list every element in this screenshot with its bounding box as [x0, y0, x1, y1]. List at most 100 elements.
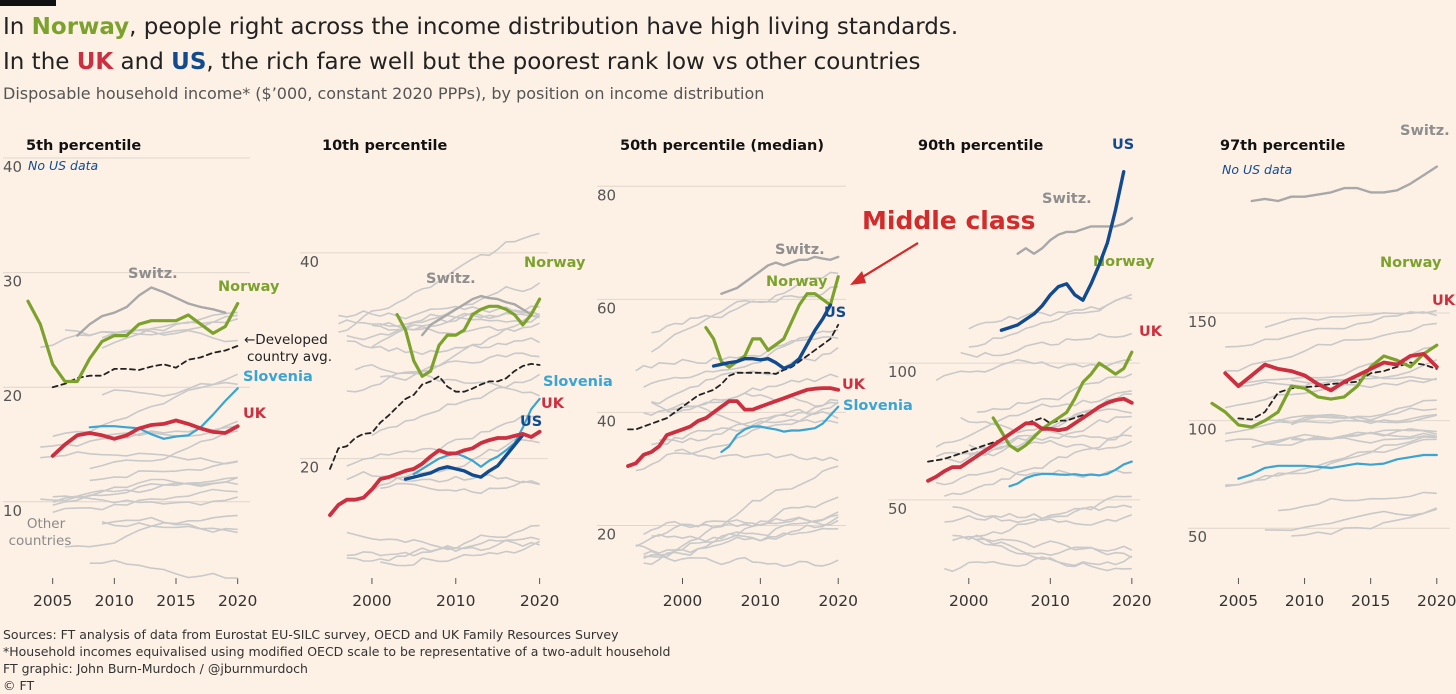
other-country-line: [380, 540, 540, 567]
x-tick-label: 2020: [520, 592, 559, 610]
other-country-line: [1278, 491, 1437, 512]
other-country-line: [338, 305, 540, 320]
subtitle: Disposable household income* ($’000, con…: [3, 84, 765, 103]
other-country-line: [338, 313, 540, 327]
other-country-line: [643, 329, 839, 388]
other-country-line: [1264, 311, 1438, 329]
x-tick-label: 2010: [436, 592, 475, 610]
other-country-line: [1264, 413, 1437, 425]
other-country-line: [101, 516, 238, 534]
series-line-norway: [395, 297, 542, 378]
series-line-us: [403, 433, 525, 481]
other-country-line: [89, 460, 238, 482]
series-line-uk: [926, 396, 1134, 483]
panel-note: No US data: [28, 158, 98, 173]
other-country-line: [1225, 438, 1437, 488]
other-country-line: [1225, 322, 1437, 372]
headline-text: , people right across the income distrib…: [129, 14, 959, 40]
x-tick-label: 2010: [1031, 592, 1070, 610]
other-country-line: [643, 550, 839, 568]
series-line-avg: [627, 323, 840, 431]
x-tick-label: 2020: [818, 592, 857, 610]
series-line-uk: [1223, 352, 1439, 393]
x-tick-label: 2000: [949, 592, 988, 610]
series-label-us: US: [520, 414, 542, 430]
other-country-line: [952, 504, 1132, 520]
other-country-line: [52, 488, 238, 514]
other-country-line: [380, 480, 540, 495]
other-country-line: [952, 535, 1132, 572]
other-country-line: [1225, 377, 1438, 409]
other-country-line: [674, 448, 839, 462]
panel-note: No US data: [1222, 162, 1292, 177]
ft-brand-bar: [0, 0, 56, 6]
other-country-line: [101, 314, 238, 349]
series-label-avg: ←Developed country avg.: [244, 332, 332, 365]
x-tick-label: 2020: [218, 592, 257, 610]
other-country-line: [643, 465, 839, 559]
other-country-line: [1225, 431, 1437, 444]
x-tick-label: 2010: [741, 592, 780, 610]
other-country-line: [89, 430, 238, 470]
other-country-line: [380, 352, 540, 382]
other-country-line: [346, 539, 540, 562]
other-country-line: [952, 534, 1133, 552]
series-label-uk: UK: [1432, 293, 1456, 309]
x-tick-label: 2015: [1351, 592, 1390, 610]
chart-panel: 20 40 60 80 50th percentile (median) 2000 2010…: [597, 138, 913, 610]
panel-title: 90th percentile: [918, 138, 1043, 154]
y-tick-label: 100: [888, 363, 917, 381]
series-line-avg: [1237, 361, 1438, 421]
panel-title: 50th percentile (median): [620, 138, 824, 154]
series-label-switz: Switz.: [426, 271, 476, 287]
series-line-slovenia: [88, 387, 239, 440]
other-country-line: [346, 470, 540, 485]
other-country-line: [52, 476, 238, 506]
other-country-line: [635, 401, 839, 472]
series-label-switz: Switz.: [128, 266, 178, 282]
other-country-line: [1225, 436, 1437, 486]
y-tick-label: 20: [300, 459, 319, 477]
series-line-switz: [421, 294, 533, 337]
y-tick-label: 60: [597, 299, 616, 317]
series-line-uk: [50, 418, 240, 458]
series-label-slovenia: Slovenia: [843, 398, 913, 414]
series-label-norway: Norway: [1380, 255, 1442, 271]
other-country-line: [346, 414, 540, 467]
y-tick-label: 40: [3, 158, 22, 176]
series-label-us: US: [824, 305, 846, 321]
other-country-line: [40, 451, 238, 465]
other-country-line: [338, 232, 540, 333]
other-country-line: [1277, 414, 1437, 424]
other-country-line: [968, 293, 1133, 330]
other-country-line: [101, 520, 238, 533]
other-country-line: [1291, 407, 1437, 426]
series-line-switz: [720, 255, 840, 295]
series-line-switz: [76, 286, 227, 337]
series-line-avg: [51, 345, 239, 389]
chart-panel: 50 100 150 97th percentile No US data 2005 201…: [1188, 123, 1456, 610]
series-line-norway: [26, 299, 240, 384]
other-country-line: [1225, 309, 1437, 348]
headline-us: US: [171, 49, 207, 75]
headline-line-2: In the UK and US, the rich fare well but…: [3, 45, 958, 80]
headline-text: In the: [3, 49, 77, 75]
panel-title: 5th percentile: [26, 138, 141, 154]
other-country-line: [101, 381, 238, 397]
x-tick-label: 2020: [1417, 592, 1456, 610]
series-line-norway: [704, 275, 840, 369]
other-country-line: [1291, 435, 1437, 444]
series-label-slovenia: Slovenia: [243, 369, 313, 385]
series-label-norway: Norway: [524, 255, 586, 271]
other-country-line: [40, 495, 238, 506]
callout-arrow: [855, 242, 919, 282]
other-country-line: [944, 425, 1133, 497]
other-country-line: [643, 514, 839, 536]
series-label-uk: UK: [541, 396, 565, 412]
other-country-line: [354, 363, 540, 397]
headline-line-1: In Norway, people right across the incom…: [3, 10, 958, 45]
x-tick-label: 2010: [1285, 592, 1324, 610]
x-tick-label: 2005: [1219, 592, 1258, 610]
